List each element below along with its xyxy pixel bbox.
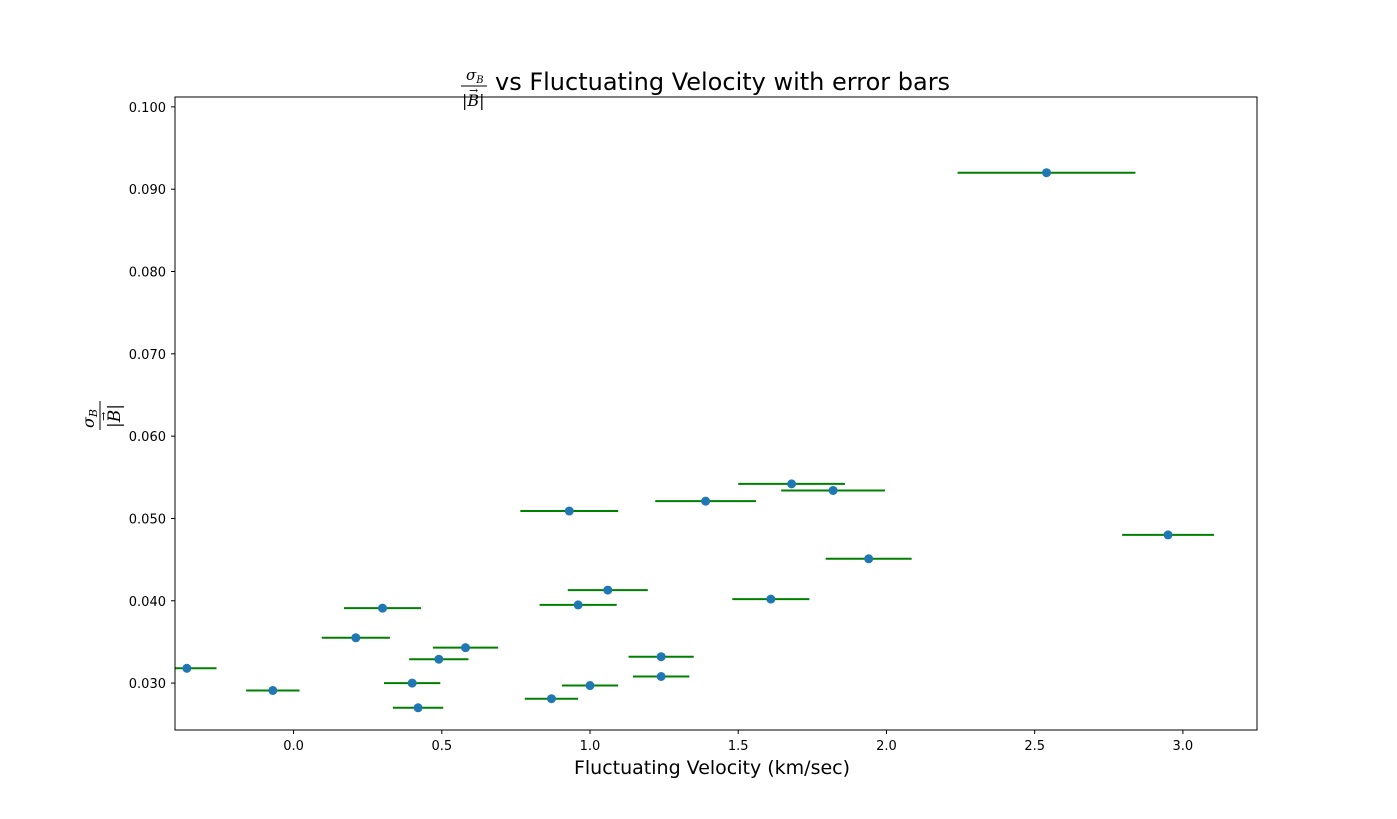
y-tick-label: 0.100 (129, 101, 166, 116)
x-axis-ticks: 0.0 0.5 1.0 1.5 2.0 2.5 3.0 (283, 730, 1193, 754)
title-fraction-denominator: |B| (462, 91, 485, 110)
x-axis-label: Fluctuating Velocity (km/sec) (574, 757, 850, 779)
plot-area (175, 168, 1215, 713)
data-series (175, 168, 1215, 713)
y-label-vector-arrow: → (97, 412, 110, 421)
chart-title-text: vs Fluctuating Velocity with error bars (495, 68, 950, 96)
data-point (182, 663, 192, 673)
data-point (268, 685, 278, 695)
title-fraction-numerator-sub: B (475, 75, 483, 86)
y-label-denominator: |B| (105, 404, 125, 428)
chart-title: σB |B| → vs Fluctuating Velocity with er… (461, 66, 950, 110)
x-tick-label: 0.0 (283, 739, 304, 754)
x-tick-label: 0.5 (431, 739, 452, 754)
x-tick-label: 3.0 (1173, 739, 1194, 754)
data-point (413, 703, 423, 713)
data-point (603, 585, 613, 595)
y-axis-label: σB |B| → (79, 401, 125, 430)
data-point (351, 633, 361, 643)
y-axis-ticks: 0.030 0.040 0.050 0.060 0.070 0.080 0.090 0.100 (129, 101, 175, 692)
y-tick-label: 0.030 (129, 677, 166, 692)
data-point (434, 654, 444, 664)
data-point (461, 643, 471, 653)
y-tick-label: 0.070 (129, 348, 166, 363)
y-label-numerator: σB (79, 409, 100, 428)
data-point (1163, 530, 1173, 540)
y-tick-label: 0.050 (129, 512, 166, 527)
y-tick-label: 0.060 (129, 430, 166, 445)
title-fraction-numerator: σB (466, 66, 484, 86)
data-point (378, 603, 388, 613)
data-point (564, 506, 574, 516)
data-point (573, 600, 583, 610)
x-tick-label: 1.0 (580, 739, 601, 754)
data-point (864, 554, 874, 564)
y-label-numerator-sub: B (87, 409, 100, 418)
data-point (546, 694, 556, 704)
data-point (656, 671, 666, 681)
y-tick-label: 0.080 (129, 266, 166, 281)
axes-frame (174, 96, 1258, 731)
x-tick-label: 1.5 (728, 739, 749, 754)
title-vector-arrow: → (469, 84, 478, 97)
data-point (701, 496, 711, 506)
y-tick-label: 0.090 (129, 183, 166, 198)
x-tick-label: 2.5 (1024, 739, 1045, 754)
data-point (585, 681, 595, 691)
data-point (1042, 168, 1052, 178)
data-point (787, 479, 797, 489)
y-tick-label: 0.040 (129, 595, 166, 610)
data-point (656, 652, 666, 662)
data-point (407, 678, 417, 688)
data-point (766, 594, 776, 604)
data-point (828, 485, 838, 495)
x-tick-label: 2.0 (876, 739, 897, 754)
